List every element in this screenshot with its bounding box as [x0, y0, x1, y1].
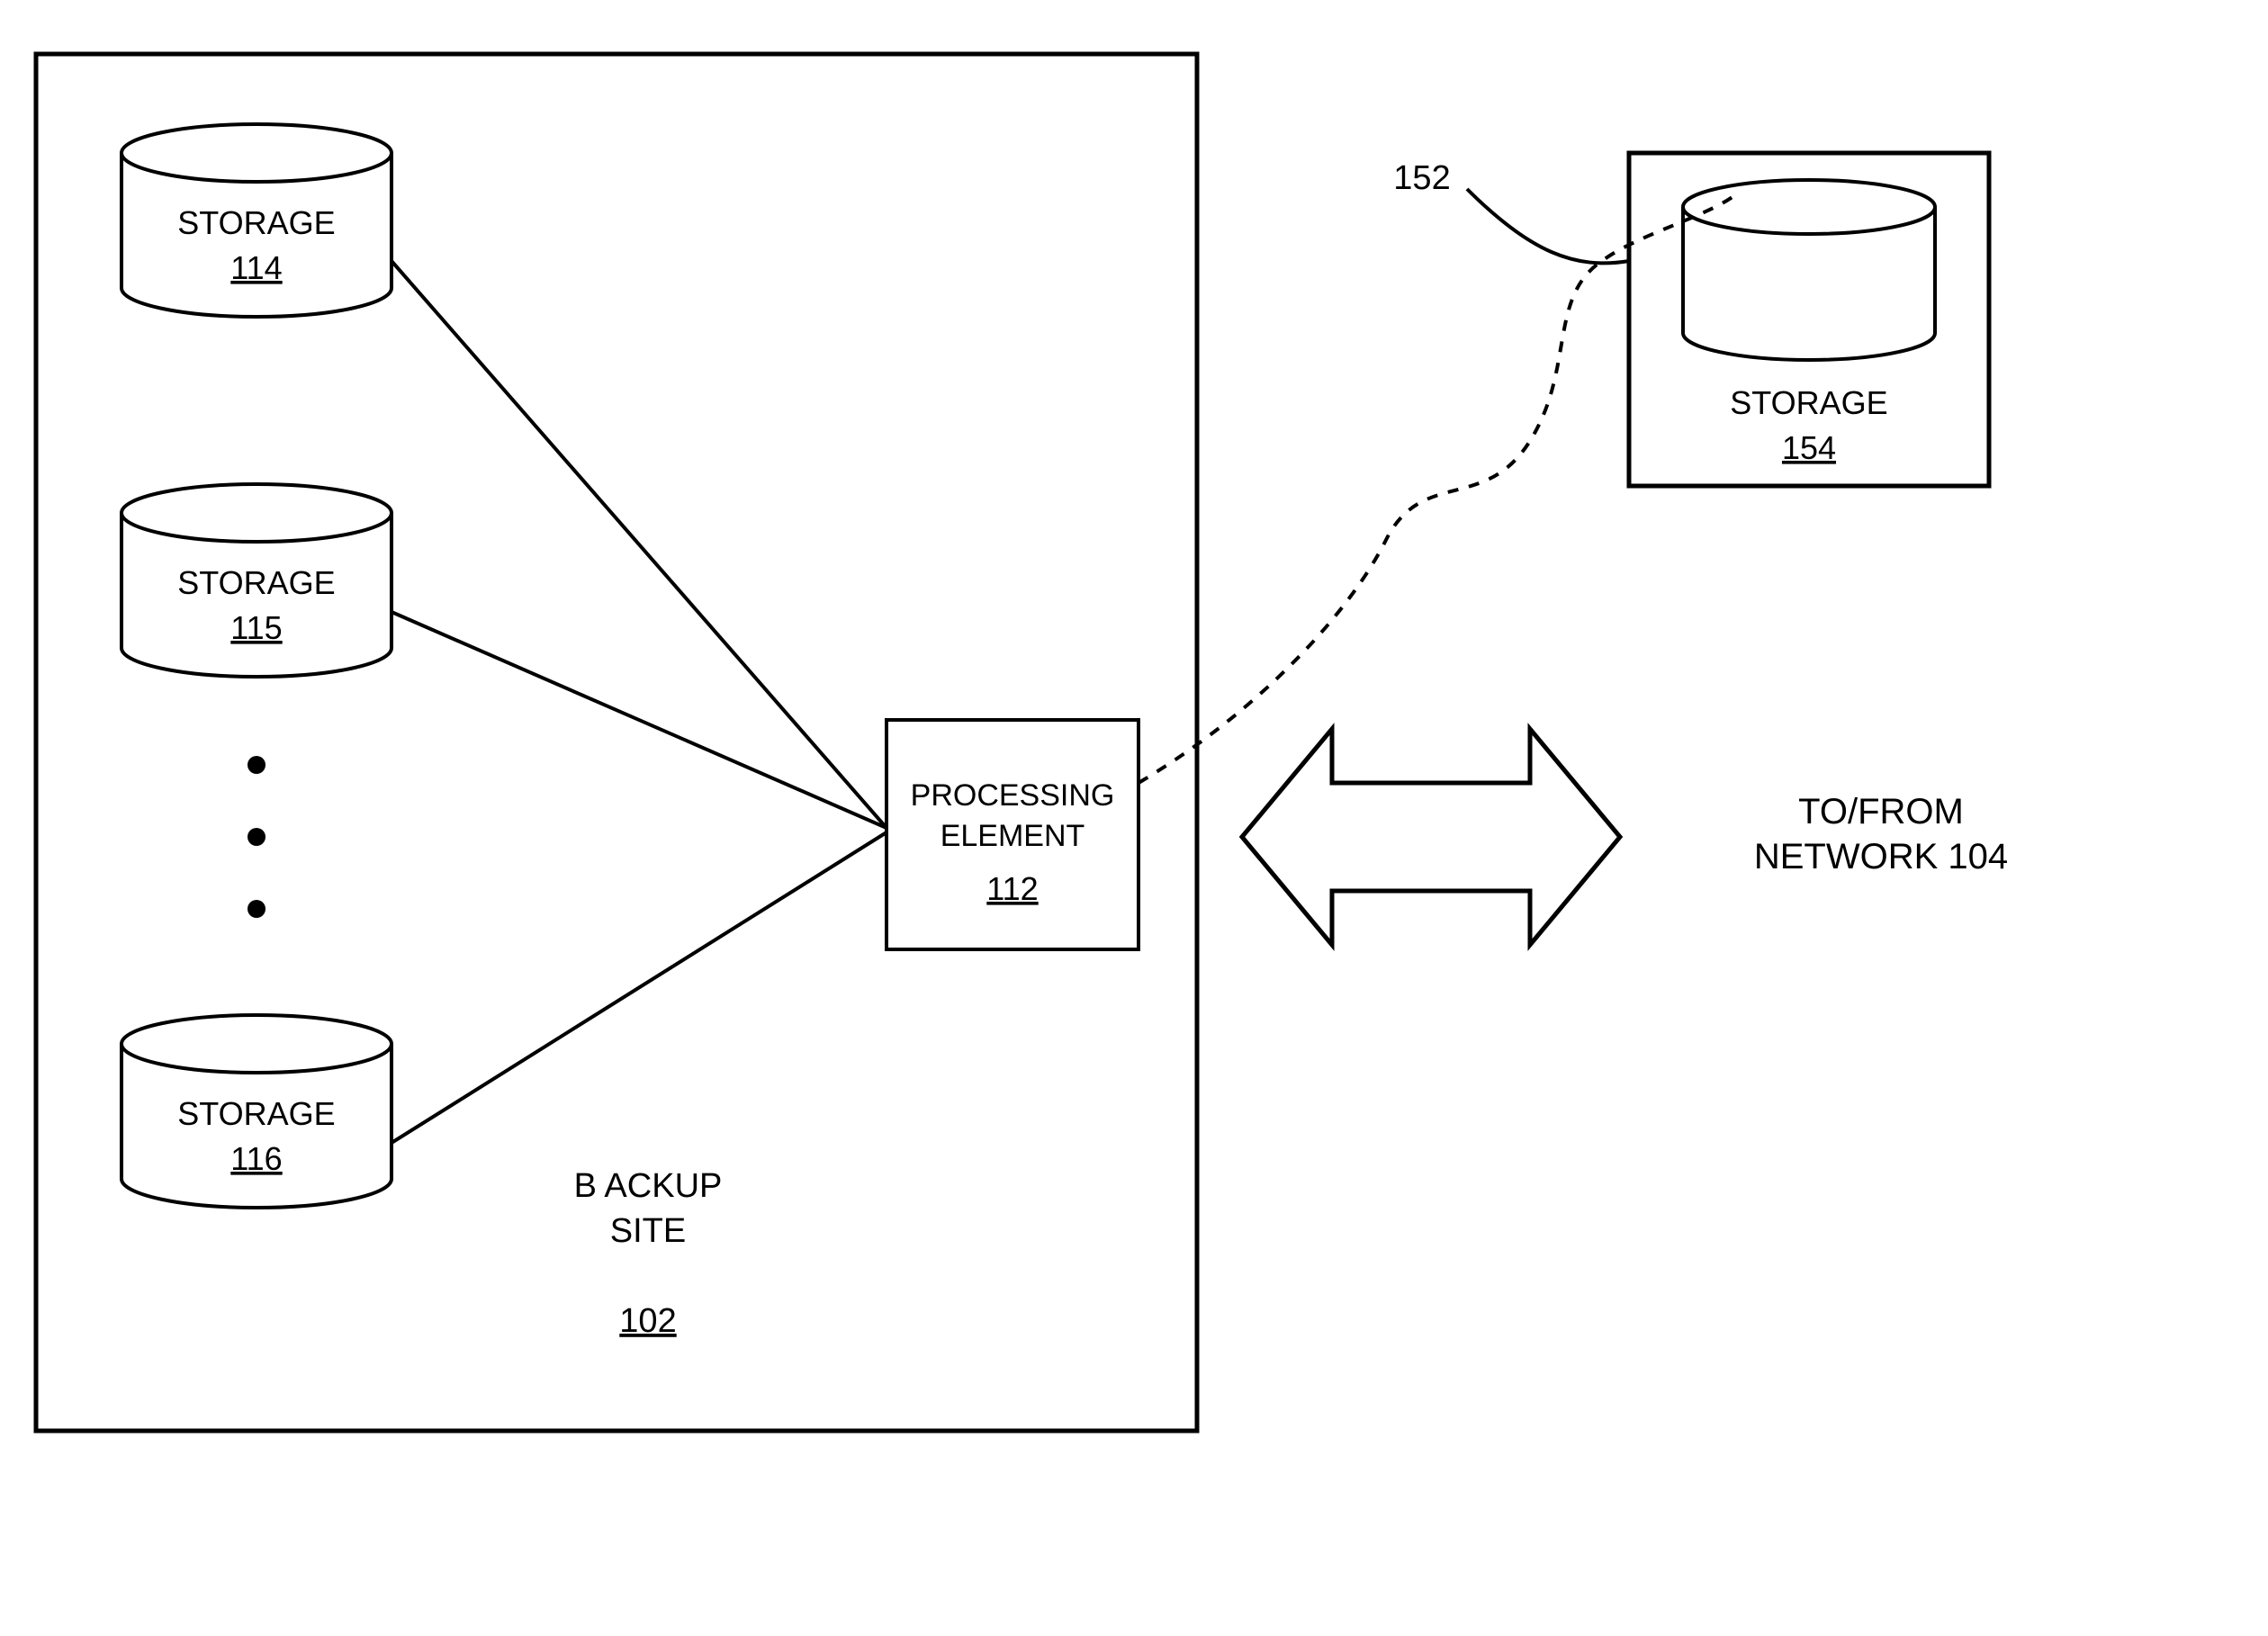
storage-cylinder-116: STORAGE 116 [122, 1015, 392, 1208]
processing-label-1: PROCESSING [911, 778, 1115, 813]
ellipsis-dot-1 [248, 756, 266, 774]
ellipsis-dot-2 [248, 828, 266, 846]
diagram-root: STORAGE 114 STORAGE 115 STORAGE 116 [0, 0, 2268, 1636]
processing-ref: 112 [986, 870, 1038, 907]
backup-site-label-2: SITE [610, 1212, 686, 1250]
processing-label-2: ELEMENT [940, 819, 1085, 853]
storage-cylinder-154 [1683, 180, 1935, 360]
ellipsis-dot-3 [248, 900, 266, 918]
storage-116-label: STORAGE [177, 1095, 335, 1132]
storage-115-ref: 115 [230, 609, 282, 646]
backup-site-ref: 102 [619, 1302, 676, 1340]
storage-cylinder-115: STORAGE 115 [122, 484, 392, 677]
storage-114-ref: 114 [230, 249, 282, 286]
storage-115-label: STORAGE [177, 564, 335, 601]
storage-116-ref: 116 [230, 1140, 282, 1177]
diagram-svg: STORAGE 114 STORAGE 115 STORAGE 116 [0, 0, 2268, 1636]
bidirectional-arrow [1242, 729, 1620, 945]
storage-114-label: STORAGE [177, 204, 335, 241]
storage-154-ref: 154 [1782, 429, 1836, 466]
conn-116-pe [392, 832, 886, 1143]
storage-154-label: STORAGE [1730, 384, 1887, 421]
network-label-1: TO/FROM [1798, 792, 1964, 831]
leader-152 [1467, 189, 1629, 263]
ref-152: 152 [1393, 159, 1450, 197]
storage-cylinder-114: STORAGE 114 [122, 124, 392, 317]
network-label-2: NETWORK 104 [1754, 837, 2008, 876]
conn-114-pe [392, 261, 886, 828]
backup-site-label-1: B ACKUP [574, 1167, 723, 1205]
conn-115-pe [392, 612, 886, 828]
